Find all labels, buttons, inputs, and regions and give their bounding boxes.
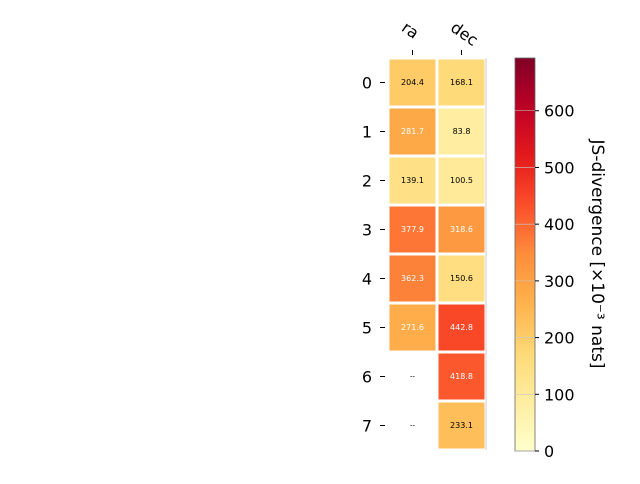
missing-cell-label: -- <box>410 373 416 381</box>
cell-value-label: 362.3 <box>401 274 424 283</box>
row-labels: 0 1 2 3 4 5 6 7 <box>362 74 385 436</box>
heatmap-cell <box>389 108 436 155</box>
colorbar-tick-label: 200 <box>544 329 575 348</box>
colorbar-tick-label: 400 <box>544 215 575 234</box>
missing-cell-label: -- <box>410 422 416 430</box>
cell-value-label: 150.6 <box>450 274 473 283</box>
cell-value-label: 442.8 <box>450 323 473 332</box>
heatmap-cell <box>389 255 436 302</box>
cell-value-label: 377.9 <box>401 225 424 234</box>
colorbar-tick-label: 100 <box>544 385 575 404</box>
heatmap-cell <box>438 304 485 351</box>
colorbar-label: JS-divergence [×10⁻³ nats] <box>587 139 607 369</box>
row-label: 2 <box>362 172 372 191</box>
colorbar-gradient <box>514 57 536 452</box>
colorbar: 0 100 200 300 400 500 600 <box>514 57 575 461</box>
column-labels: ra dec <box>398 18 482 55</box>
cell-value-label: 204.4 <box>401 78 424 87</box>
row-label: 7 <box>362 417 372 436</box>
heatmap-cell <box>389 304 436 351</box>
row-label: 5 <box>362 319 372 338</box>
cell-value-label: 139.1 <box>401 176 424 185</box>
row-label: 0 <box>362 74 372 93</box>
heatmap-cell <box>438 255 485 302</box>
heatmap-cell <box>438 157 485 204</box>
cell-value-label: 100.5 <box>450 176 473 185</box>
cell-value-label: 281.7 <box>401 127 424 136</box>
row-label: 1 <box>362 123 372 142</box>
colorbar-tick-label: 300 <box>544 272 575 291</box>
cell-value-label: 168.1 <box>450 78 473 87</box>
colorbar-tick-label: 500 <box>544 158 575 177</box>
column-label: ra <box>398 18 422 43</box>
heatmap-cell <box>438 206 485 253</box>
cell-value-label: 271.6 <box>401 323 424 332</box>
heatmap-cell <box>438 353 485 400</box>
cell-value-label: 418.8 <box>450 372 473 381</box>
colorbar-tick-label: 0 <box>544 442 554 461</box>
column-label: dec <box>447 18 481 50</box>
heatmap-cell <box>389 59 436 106</box>
cell-value-label: 83.8 <box>453 127 471 136</box>
row-label: 6 <box>362 368 372 387</box>
heatmap-cell <box>389 157 436 204</box>
heatmap-cell <box>438 108 485 155</box>
cell-value-label: 233.1 <box>450 421 473 430</box>
row-label: 4 <box>362 270 372 289</box>
heatmap-cell <box>389 206 436 253</box>
heatmap-cells: 204.4 168.1 281.7 83.8 139.1 100.5 377.9 318.6 3… <box>389 58 487 450</box>
row-label: 3 <box>362 221 372 240</box>
heatmap-cell <box>438 402 485 449</box>
cell-value-label: 318.6 <box>450 225 473 234</box>
colorbar-tick-label: 600 <box>544 102 575 121</box>
heatmap-cell <box>438 59 485 106</box>
